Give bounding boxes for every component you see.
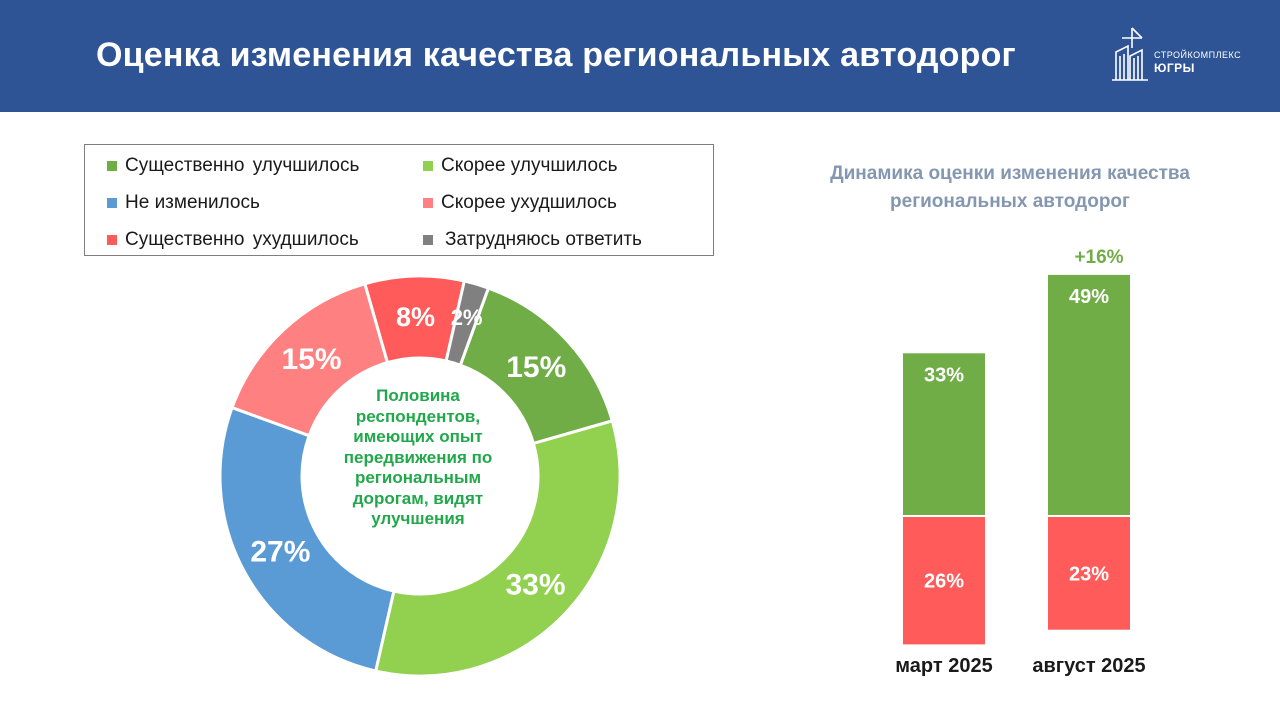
bar-value-label: 49% <box>1069 286 1109 308</box>
donut-center-note: Половина респондентов, имеющих опыт пере… <box>343 386 493 528</box>
legend-label: Затрудняюсь ответить <box>445 229 642 250</box>
building-logo-icon <box>1112 27 1148 81</box>
logo-text-bottom: ЮГРЫ <box>1154 61 1195 75</box>
legend-item: Не изменилось <box>107 192 260 214</box>
donut-slice-label: 27% <box>250 536 310 569</box>
legend-swatch <box>107 235 117 245</box>
donut-slice-label: 8% <box>396 302 435 332</box>
bar-positive <box>903 353 985 515</box>
bar-value-label: 23% <box>1069 563 1109 585</box>
donut-slice-label: 15% <box>506 351 566 384</box>
legend-item: Существенно ухудшилось <box>107 229 359 251</box>
bar-category-label: август 2025 <box>1032 655 1145 677</box>
bar-value-label: 33% <box>924 364 964 386</box>
legend-label: Скорее улучшилось <box>441 155 618 176</box>
bar-chart: 33% 26% март 2025 49% 23% август 2025 +16% <box>895 247 1145 677</box>
legend-label: Скорее ухудшилось <box>441 192 617 213</box>
logo: СТРОЙКОМПЛЕКС ЮГРЫ <box>1108 26 1258 86</box>
donut-slice <box>218 405 396 673</box>
header-bar: Оценка изменения качества региональных а… <box>0 0 1280 112</box>
legend-swatch <box>107 198 117 208</box>
bar-negative <box>903 517 985 645</box>
donut-slice <box>373 419 622 678</box>
legend-item: Существенно улучшилось <box>107 155 359 177</box>
legend-swatch <box>107 161 117 171</box>
donut-chart: 15% 33% 27% 15% 8% 2% <box>218 274 622 678</box>
bar-positive <box>1048 274 1130 515</box>
legend-item: Затрудняюсь ответить <box>423 229 642 251</box>
page-title: Оценка изменения качества региональных а… <box>96 36 1016 74</box>
legend-swatch <box>423 161 433 171</box>
legend-item: Скорее ухудшилось <box>423 192 617 214</box>
chart-legend: Существенно улучшилось Скорее улучшилось… <box>84 144 714 256</box>
donut-slice-label: 2% <box>451 305 483 330</box>
legend-swatch <box>423 198 433 208</box>
donut-slice-label: 15% <box>282 343 342 376</box>
donut-slice-label: 33% <box>506 569 566 602</box>
donut-slice <box>444 279 491 368</box>
legend-item: Скорее улучшилось <box>423 155 617 177</box>
logo-text-top: СТРОЙКОМПЛЕКС <box>1154 50 1242 60</box>
legend-label: Не изменилось <box>125 192 260 213</box>
bar-value-label: 26% <box>924 571 964 593</box>
bar-category-label: март 2025 <box>895 655 992 677</box>
bar-change-annotation: +16% <box>1074 247 1123 268</box>
bar-chart-title: Динамика оценки изменения качества регио… <box>830 163 1190 212</box>
bar-negative <box>1048 517 1130 630</box>
legend-label: Существенно улучшилось <box>125 155 360 176</box>
legend-swatch <box>423 235 433 245</box>
legend-label: Существенно ухудшилось <box>125 229 359 250</box>
